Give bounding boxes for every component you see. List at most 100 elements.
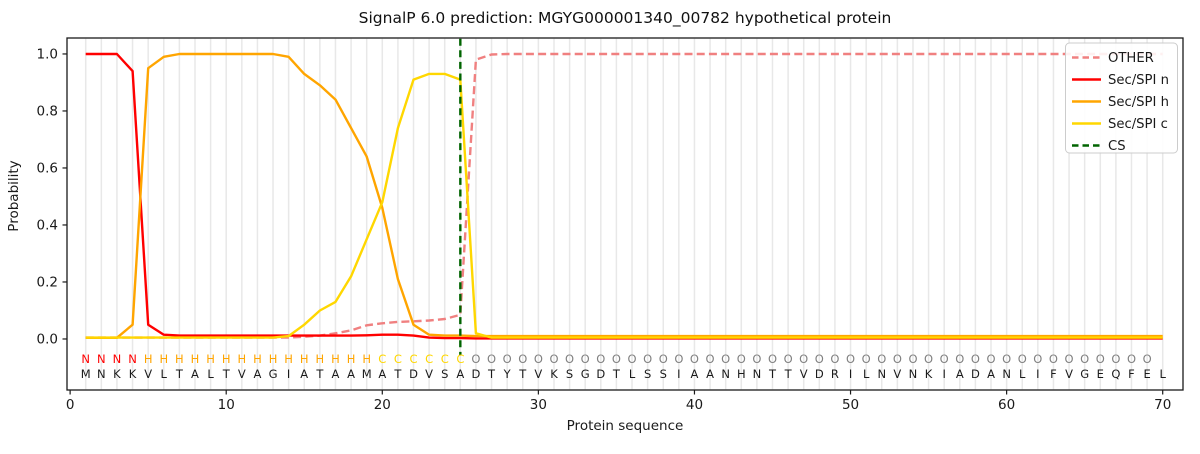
x-tick-label: 10 [218, 397, 235, 413]
sequence-letter: S [644, 367, 651, 381]
sequence-letter: D [472, 367, 481, 381]
region-label: O [627, 352, 636, 366]
sequence-letter: G [1080, 367, 1089, 381]
sequence-letter: K [113, 367, 121, 381]
region-label: H [222, 352, 231, 366]
legend-label: Sec/SPI n [1108, 73, 1169, 88]
sequence-letter: E [1143, 367, 1150, 381]
sequence-letter: L [1019, 367, 1026, 381]
sequence-letter: T [518, 367, 527, 381]
sequence-letter: T [612, 367, 621, 381]
y-tick-label: 0.4 [37, 217, 58, 233]
region-label: H [175, 352, 184, 366]
sequence-letter: A [456, 367, 464, 381]
region-label: O [862, 352, 871, 366]
region-label: N [113, 352, 122, 366]
sequence-letter: A [987, 367, 995, 381]
x-tick-label: 20 [374, 397, 391, 413]
sequence-letter: N [1002, 367, 1011, 381]
sequence-letter: M [362, 367, 372, 381]
legend: OTHER Sec/SPI n Sec/SPI h Sec/SPI c CS [1065, 42, 1178, 154]
x-axis-ticks: 0 10 20 30 40 50 60 70 [66, 390, 1171, 413]
region-label: H [331, 352, 340, 366]
sequence-letter: A [332, 367, 340, 381]
sec-spi-h-curve [85, 52, 1163, 339]
region-label: H [144, 352, 153, 366]
y-axis-ticks: 0.0 0.2 0.4 0.6 0.8 1.0 [37, 46, 67, 347]
sequence-letter: N [721, 367, 730, 381]
other-curve [85, 52, 1163, 339]
region-label: H [159, 352, 168, 366]
region-label: O [752, 352, 761, 366]
region-label: O [986, 352, 995, 366]
region-label: O [1002, 352, 1011, 366]
sec-spi-c-curve [85, 72, 1163, 339]
region-label: C [456, 352, 464, 366]
sequence-letter: I [287, 367, 290, 381]
region-label: O [534, 352, 543, 366]
sequence-letter: L [629, 367, 636, 381]
sequence-letter: I [677, 367, 680, 381]
region-label: O [471, 352, 480, 366]
sequence-letter: L [207, 367, 214, 381]
y-tick-label: 0.8 [37, 103, 58, 119]
region-label: C [425, 352, 433, 366]
sequence-letter: V [893, 367, 901, 381]
sequence-letter: A [706, 367, 714, 381]
sequence-letter: T [768, 367, 777, 381]
sequence-letter: T [784, 367, 793, 381]
sequence-letter: L [161, 367, 168, 381]
region-label: O [596, 352, 605, 366]
sequence-letter: V [800, 367, 808, 381]
region-label: O [940, 352, 949, 366]
x-tick-label: 0 [66, 397, 75, 413]
sequence-rows: NMNNNKNKHVHLHTHAHLHTHVHAHGHIHAHTHAHAHMCA… [81, 352, 1167, 381]
sequence-letter: H [737, 367, 746, 381]
probability-curves [85, 52, 1163, 340]
x-axis-label: Protein sequence [567, 418, 684, 434]
region-label: O [706, 352, 715, 366]
sequence-letter: I [942, 367, 945, 381]
region-label: H [237, 352, 246, 366]
region-label: O [643, 352, 652, 366]
y-tick-label: 0.2 [37, 274, 58, 290]
region-label: O [799, 352, 808, 366]
region-label: C [394, 352, 402, 366]
region-label: O [1143, 352, 1152, 366]
region-label: O [830, 352, 839, 366]
region-label: H [284, 352, 293, 366]
region-label: H [300, 352, 309, 366]
x-tick-label: 40 [686, 397, 703, 413]
legend-box [1065, 42, 1178, 154]
gridlines [84, 38, 1164, 390]
sequence-letter: V [1065, 367, 1073, 381]
sequence-letter: N [877, 367, 886, 381]
region-label: O [893, 352, 902, 366]
region-label: O [1018, 352, 1027, 366]
sequence-letter: N [97, 367, 106, 381]
x-tick-label: 70 [1154, 397, 1171, 413]
region-label: C [441, 352, 449, 366]
sequence-letter: K [550, 367, 558, 381]
sequence-letter: K [129, 367, 137, 381]
sequence-letter: F [1050, 367, 1057, 381]
sequence-letter: I [849, 367, 852, 381]
sequence-letter: S [660, 367, 667, 381]
sequence-letter: A [253, 367, 261, 381]
x-tick-label: 50 [842, 397, 859, 413]
sequence-letter: A [300, 367, 308, 381]
y-tick-label: 1.0 [37, 46, 58, 62]
region-label: O [737, 352, 746, 366]
region-label: O [721, 352, 730, 366]
region-label: O [581, 352, 590, 366]
region-label: O [1080, 352, 1089, 366]
region-label: O [565, 352, 574, 366]
sequence-letter: I [1036, 367, 1039, 381]
region-label: O [908, 352, 917, 366]
sequence-letter: G [581, 367, 590, 381]
region-label: O [971, 352, 980, 366]
region-label: O [846, 352, 855, 366]
sequence-letter: A [347, 367, 355, 381]
region-label: C [409, 352, 417, 366]
